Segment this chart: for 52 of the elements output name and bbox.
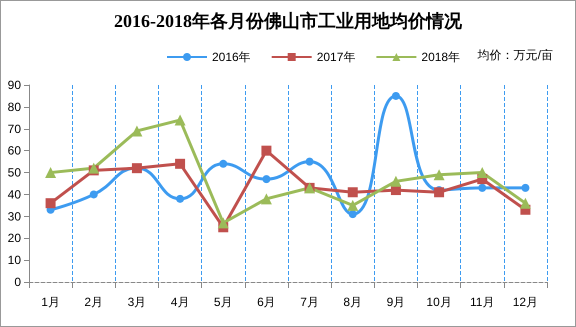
point (347, 200, 358, 211)
point (261, 146, 272, 156)
point (390, 176, 402, 187)
x-tick-label: 6月 (257, 295, 276, 309)
y-tick-label: 90 (8, 78, 22, 92)
legend-label: 2016年 (212, 50, 251, 64)
y-tick-label: 20 (8, 231, 22, 246)
point (218, 217, 229, 228)
x-tick-label: 11月 (470, 295, 494, 309)
x-tick-label: 3月 (128, 295, 146, 309)
point (434, 187, 444, 198)
point (88, 162, 100, 174)
point (260, 193, 272, 204)
x-tick-label: 8月 (343, 295, 362, 309)
y-tick-label: 10 (8, 253, 22, 268)
x-tick-label: 5月 (214, 295, 233, 309)
x-tick-label: 1月 (41, 295, 60, 309)
point (478, 184, 486, 192)
point (392, 92, 400, 100)
point (434, 169, 445, 180)
y-tick-label: 30 (8, 209, 22, 224)
chart-title: 2016-2018年各月份佛山市工业用地均价情况 (114, 11, 463, 31)
y-tick-label: 60 (8, 144, 22, 158)
point (521, 184, 530, 192)
legend-label: 2018年 (421, 50, 460, 64)
y-tick-label: 0 (14, 275, 22, 289)
legend-label: 2017年 (316, 50, 356, 64)
point (175, 158, 186, 169)
x-tick-label: 12月 (512, 295, 538, 309)
x-tick-label: 7月 (300, 295, 319, 309)
x-tick-label: 4月 (170, 295, 190, 309)
y-tick-label: 50 (8, 166, 22, 180)
point (219, 160, 228, 168)
point (174, 114, 186, 126)
y-tick-label: 70 (8, 122, 22, 136)
point (45, 167, 56, 178)
point (46, 198, 56, 208)
point (348, 187, 358, 198)
point (348, 210, 357, 218)
point (306, 158, 314, 166)
x-tick-label: 10月 (426, 295, 452, 309)
point (520, 198, 531, 209)
point (176, 194, 184, 203)
point (90, 190, 98, 198)
point (131, 125, 142, 136)
x-tick-label: 9月 (386, 295, 406, 309)
text: 均价：万元/亩 (476, 48, 554, 62)
x-tick-label: 2月 (84, 295, 104, 309)
point (476, 167, 488, 178)
y-tick-label: 40 (8, 187, 22, 202)
point (262, 175, 270, 184)
y-tick-label: 80 (8, 100, 22, 114)
